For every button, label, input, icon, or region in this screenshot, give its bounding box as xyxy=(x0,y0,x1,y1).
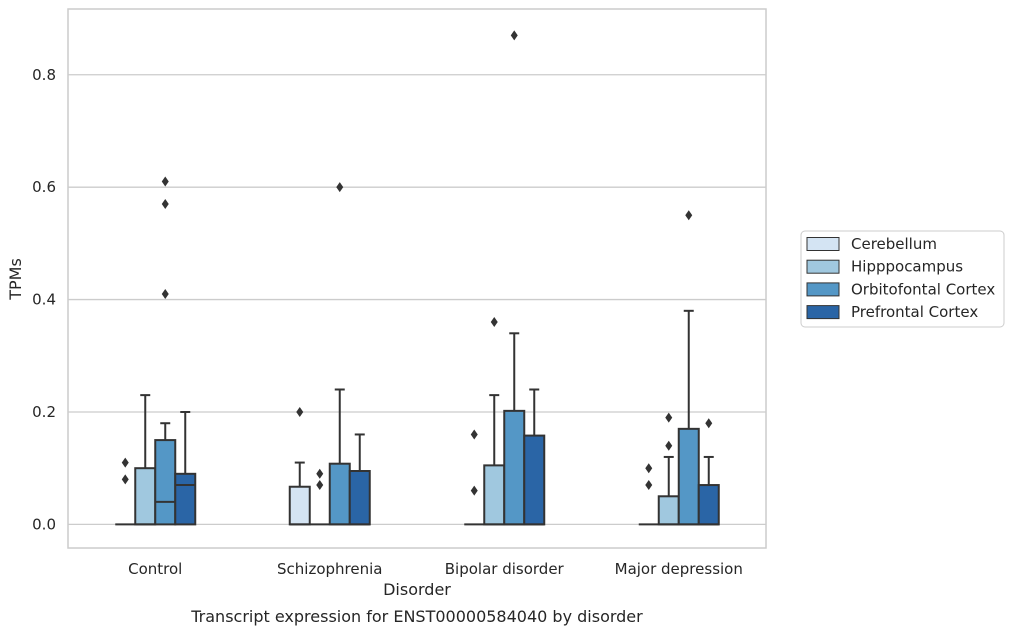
outlier-point xyxy=(490,317,498,328)
y-axis-title: TPMs xyxy=(6,258,25,301)
x-tick-label: Schizophrenia xyxy=(277,560,382,578)
outlier-point xyxy=(665,440,673,451)
outlier-point xyxy=(316,468,324,479)
box-group xyxy=(309,468,330,526)
y-tick-label: 0.2 xyxy=(32,403,56,421)
outlier-point xyxy=(510,30,518,41)
outlier-point xyxy=(161,199,169,210)
box-group xyxy=(348,433,371,526)
box-group xyxy=(503,30,526,526)
box-marks xyxy=(115,30,720,526)
box xyxy=(348,470,371,526)
box xyxy=(677,427,700,526)
outlier-point xyxy=(296,406,304,417)
box-group xyxy=(154,176,177,526)
legend-swatch xyxy=(806,237,840,251)
box-group xyxy=(115,457,136,526)
box xyxy=(523,434,546,526)
y-tick-label: 0.0 xyxy=(32,515,56,533)
box-group xyxy=(697,418,720,526)
box-group xyxy=(638,463,659,526)
box xyxy=(288,485,311,526)
box-group xyxy=(288,406,311,526)
outlier-point xyxy=(645,480,653,491)
y-tick-labels: 0.0 0.2 0.4 0.6 0.8 xyxy=(32,66,56,534)
box xyxy=(483,464,506,526)
outlier-point xyxy=(470,485,478,496)
outlier-point xyxy=(161,288,169,299)
x-tick-label: Bipolar disorder xyxy=(445,560,565,578)
box xyxy=(154,439,177,526)
legend-swatch xyxy=(806,305,840,320)
outlier-point xyxy=(121,474,129,485)
outlier-point xyxy=(161,176,169,187)
box-group xyxy=(328,182,351,526)
box-group xyxy=(523,388,546,526)
box-group xyxy=(134,394,157,526)
outlier-point xyxy=(316,480,324,491)
plot-area xyxy=(67,8,767,549)
box xyxy=(657,495,680,526)
y-tick-label: 0.6 xyxy=(32,178,56,196)
legend-label: Prefrontal Cortex xyxy=(851,303,978,321)
x-tick-label: Major depression xyxy=(615,560,743,578)
legend-label: Cerebellum xyxy=(851,235,937,253)
outlier-point xyxy=(705,418,713,429)
box xyxy=(503,409,526,526)
box-group xyxy=(657,412,680,526)
box-group xyxy=(677,210,700,526)
legend-swatch xyxy=(806,259,840,274)
outlier-point xyxy=(665,412,673,423)
box-group xyxy=(464,429,485,526)
legend-frame xyxy=(800,230,1005,328)
y-tick-label: 0.8 xyxy=(32,66,56,84)
box xyxy=(174,472,197,526)
outlier-point xyxy=(336,182,344,193)
y-tick-label: 0.4 xyxy=(32,291,56,309)
x-tick-label: Control xyxy=(128,560,182,578)
box xyxy=(697,484,720,526)
chart-caption: Transcript expression for ENST0000058404… xyxy=(190,607,643,626)
x-tick-labels: Control Schizophrenia Bipolar disorder Majo… xyxy=(128,560,743,578)
box-group xyxy=(483,317,506,526)
legend-label: Hipppocampus xyxy=(851,258,963,276)
outlier-point xyxy=(645,463,653,474)
outlier-point xyxy=(470,429,478,440)
outlier-point xyxy=(685,210,693,221)
box xyxy=(134,467,157,526)
legend: Cerebellum Hipppocampus Orbitofontal Corte… xyxy=(800,230,1005,328)
x-axis-title: Disorder xyxy=(383,580,451,599)
legend-swatch xyxy=(806,282,840,297)
legend-label: Orbitofontal Cortex xyxy=(851,280,995,298)
outlier-point xyxy=(121,457,129,468)
box xyxy=(328,462,351,526)
box-group xyxy=(174,410,197,526)
